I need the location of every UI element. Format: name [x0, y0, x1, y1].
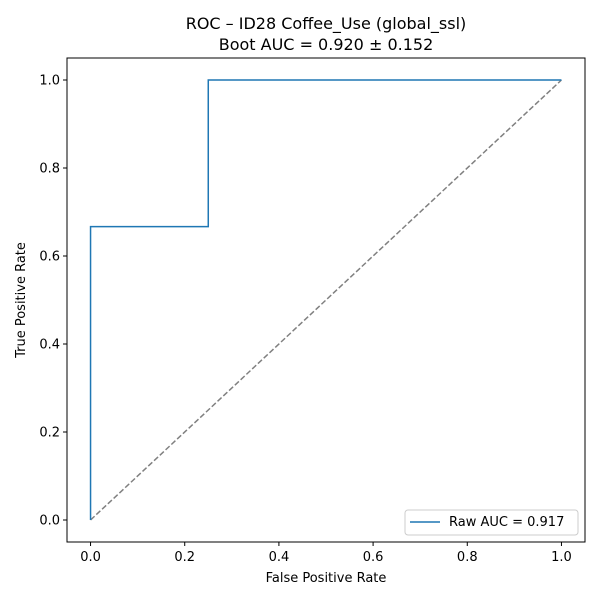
y-tick-label: 1.0: [39, 74, 60, 89]
y-tick-label: 0.2: [39, 426, 60, 441]
chart-title: ROC – ID28 Coffee_Use (global_ssl): [186, 14, 467, 34]
y-tick-layer: 0.0 0.2 0.4 0.6 0.8 1.0: [39, 74, 67, 529]
series-layer: [89, 79, 562, 521]
x-axis-label: False Positive Rate: [266, 571, 387, 586]
x-tick-label: 0.4: [269, 550, 290, 565]
x-tick-label: 1.0: [551, 550, 572, 565]
roc-curve-line: [89, 79, 562, 520]
legend: Raw AUC = 0.917: [404, 509, 579, 536]
x-tick-label: 0.2: [174, 550, 195, 565]
y-axis-label: True Positive Rate: [14, 242, 29, 359]
y-tick-label: 0.4: [39, 338, 60, 353]
y-tick-label: 0.0: [39, 514, 60, 529]
x-tick-label: 0.6: [363, 550, 384, 565]
plot-frame: [66, 57, 586, 543]
legend-box: [404, 509, 579, 536]
x-tick-label: 0.0: [80, 550, 101, 565]
chance-diagonal-line: [90, 79, 562, 521]
chart-subtitle: Boot AUC = 0.920 ± 0.152: [219, 35, 434, 54]
y-tick-label: 0.6: [39, 250, 60, 265]
x-tick-layer: 0.0 0.2 0.4 0.6 0.8 1.0: [80, 542, 572, 565]
legend-label: Raw AUC = 0.917: [449, 515, 564, 530]
x-tick-label: 0.8: [457, 550, 478, 565]
y-tick-label: 0.8: [39, 162, 60, 177]
